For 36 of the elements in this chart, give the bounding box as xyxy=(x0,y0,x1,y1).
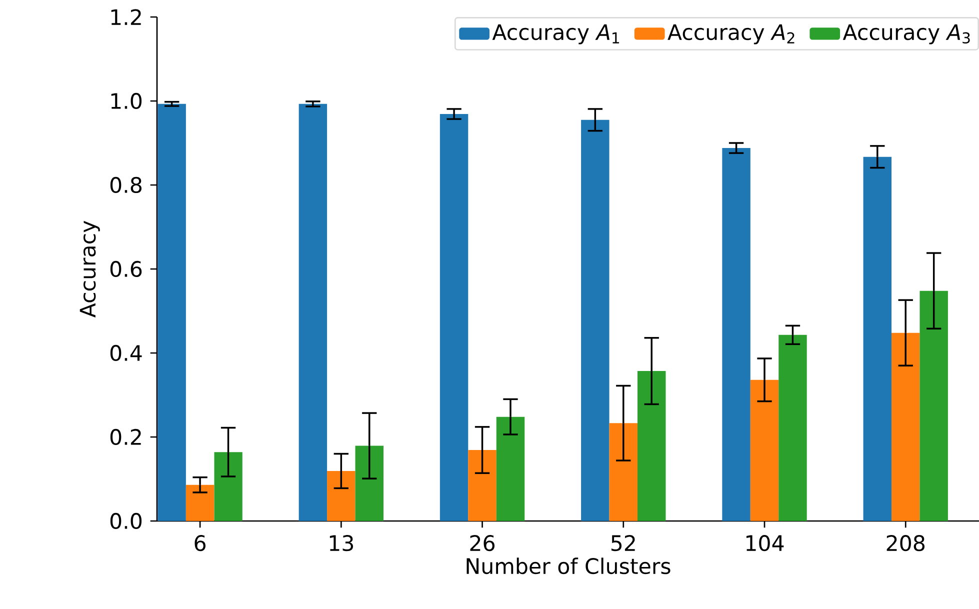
bar xyxy=(892,332,920,521)
y-tick-label: 1.2 xyxy=(111,9,141,25)
y-tick-label: 0.2 xyxy=(110,428,141,446)
x-tick-label: 6 xyxy=(194,535,206,552)
bar xyxy=(186,484,214,521)
y-axis-title: Accuracy xyxy=(80,220,100,318)
bar xyxy=(581,120,610,521)
y-tick-label: 0.6 xyxy=(110,260,142,278)
x-tick-label: 104 xyxy=(746,535,784,552)
legend-label: Accuracy A$_{1}$ xyxy=(492,24,620,44)
bar xyxy=(863,156,892,521)
bar xyxy=(496,416,525,521)
x-tick-label: 26 xyxy=(470,535,494,552)
bar xyxy=(722,148,750,521)
y-tick-label: 0.4 xyxy=(110,344,142,362)
bar xyxy=(298,104,328,521)
bar xyxy=(158,104,186,521)
x-tick-label: 13 xyxy=(330,535,354,552)
bar xyxy=(638,371,666,521)
bar xyxy=(355,446,384,521)
bar xyxy=(440,114,468,521)
bar xyxy=(214,452,242,521)
x-axis-title: Number of Clusters xyxy=(466,558,670,574)
bar xyxy=(327,471,356,521)
y-tick-label: 0.8 xyxy=(110,176,142,194)
y-tick-label: 0.0 xyxy=(110,512,142,530)
x-tick-label: 208 xyxy=(886,535,924,552)
bar xyxy=(920,290,948,521)
y-tick-label: 1.0 xyxy=(111,92,142,110)
bar xyxy=(750,380,779,521)
legend-label: Accuracy A$_{3}$ xyxy=(842,24,970,44)
legend-label: Accuracy A$_{2}$ xyxy=(668,24,794,44)
x-tick-label: 52 xyxy=(611,535,635,552)
bar xyxy=(468,450,496,521)
bar xyxy=(778,334,807,521)
bar xyxy=(609,423,638,521)
